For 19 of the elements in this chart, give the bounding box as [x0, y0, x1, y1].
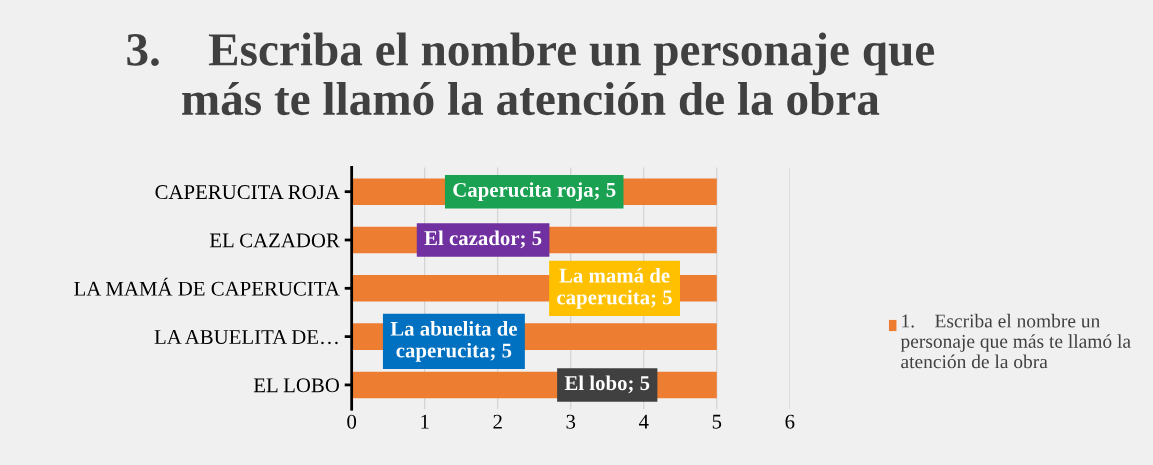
text: El lobo; 5 — [564, 375, 650, 394]
text: La abuelita de caperucita; 5 — [390, 321, 518, 362]
x-tick-label: 6 — [785, 414, 795, 429]
y-tick-label: LA MAMÁ DE CAPERUCITA — [74, 277, 340, 296]
y-tick-label: CAPERUCITA ROJA — [155, 185, 340, 200]
y-tick-label: EL LOBO — [253, 378, 340, 393]
x-tick-label: 5 — [712, 414, 722, 429]
text: Caperucita roja; 5 — [453, 182, 616, 202]
x-tick-label: 1 — [421, 414, 429, 429]
text: El cazador; 5 — [424, 230, 542, 249]
legend-label: 1. Escriba el nombre un personaje que más te llamó la atención de la obra — [900, 313, 1131, 369]
y-tick-label: EL CAZADOR — [209, 233, 340, 248]
x-tick-label: 0 — [347, 414, 357, 429]
x-tick-label: 4 — [638, 414, 649, 429]
chart-title: 3. Escriba el nombre un personaje que más te llamó la atención de la obra — [127, 32, 935, 116]
x-tick-label: 2 — [493, 414, 502, 429]
x-tick-label: 3 — [566, 414, 576, 429]
y-tick-label: LA ABUELITA DE… — [154, 330, 338, 345]
text: La mamá de caperucita; 5 — [557, 267, 672, 309]
